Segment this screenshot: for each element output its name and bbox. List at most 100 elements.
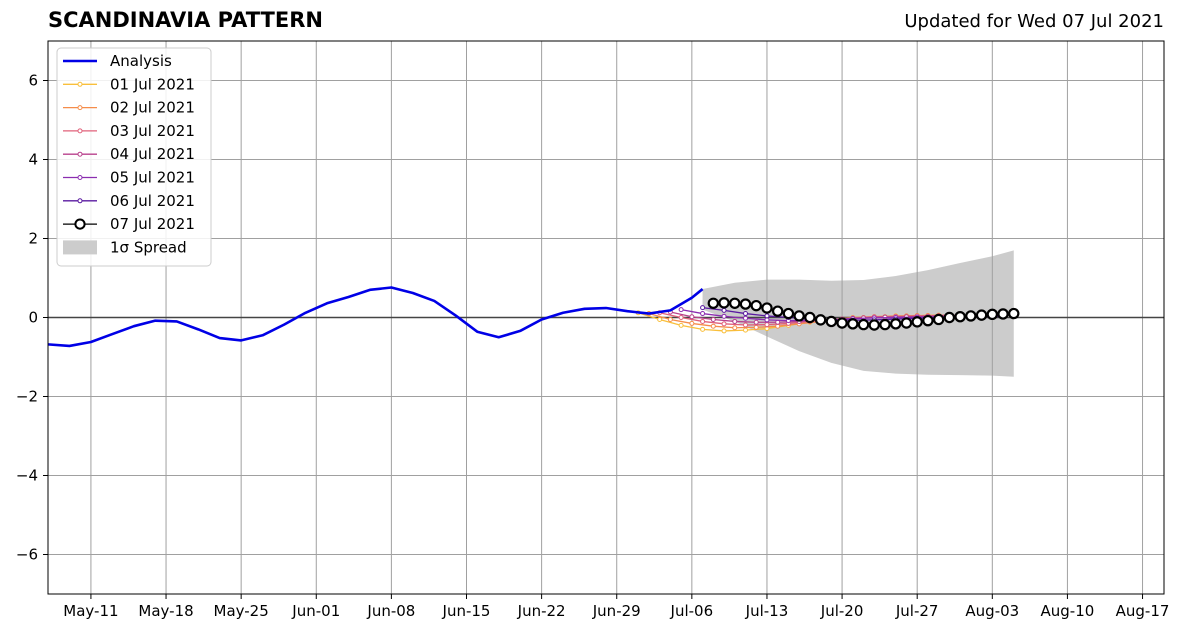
- legend-label: 1σ Spread: [110, 238, 187, 256]
- forecast-point: [975, 309, 988, 321]
- forecast-point: [700, 305, 706, 311]
- forecast-point: [911, 316, 923, 328]
- legend-marker: [77, 175, 83, 180]
- forecast-point: [678, 322, 684, 328]
- forecast-point: [997, 308, 1009, 320]
- x-tick-label: May-11: [63, 602, 118, 620]
- forecast-point: [771, 305, 784, 317]
- forecast-point: [700, 318, 706, 324]
- forecast-point: [721, 328, 727, 334]
- forecast-point: [793, 310, 805, 322]
- legend-marker: [77, 105, 83, 111]
- forecast-point: [965, 310, 977, 322]
- forecast-point: [689, 314, 695, 320]
- forecast-point: [890, 318, 902, 330]
- forecast-point: [753, 319, 759, 325]
- forecast-point: [729, 297, 741, 309]
- forecast-point: [707, 297, 720, 309]
- forecast-point: [710, 323, 716, 329]
- x-tick-label: Aug-10: [1041, 602, 1095, 620]
- legend-marker: [77, 151, 83, 157]
- forecast-point: [764, 322, 770, 328]
- chart-subtitle: Updated for Wed 07 Jul 2021: [904, 11, 1164, 32]
- x-tick-label: Jun-01: [291, 602, 340, 620]
- forecast-point: [814, 314, 827, 326]
- forecast-point: [804, 311, 816, 324]
- forecast-point: [721, 307, 727, 313]
- forecast-point: [743, 315, 748, 321]
- forecast-point: [732, 318, 738, 324]
- forecast-point: [986, 308, 999, 321]
- forecast-point: [721, 321, 727, 327]
- forecast-point: [1008, 307, 1020, 320]
- legend-marker: [74, 218, 86, 230]
- x-tick-label: Jun-15: [442, 602, 491, 620]
- forecast-point: [743, 322, 748, 328]
- y-tick-label: 0: [28, 309, 38, 327]
- legend-box: [56, 47, 212, 267]
- legend-label: 06 Jul 2021: [110, 192, 195, 210]
- x-tick-label: Jul-20: [820, 602, 864, 620]
- x-tick-label: Aug-03: [965, 602, 1019, 620]
- legend-label: Analysis: [110, 52, 172, 70]
- forecast-point: [922, 314, 934, 327]
- forecast-point: [857, 318, 870, 331]
- spread-band: [702, 250, 1014, 377]
- y-tick-label: −4: [16, 467, 38, 485]
- x-tick-label: Jun-08: [366, 602, 415, 620]
- y-tick-label: 2: [28, 230, 38, 248]
- forecast-point: [825, 315, 838, 328]
- forecast-point: [718, 297, 730, 309]
- forecast-point: [732, 325, 738, 331]
- legend-label: 05 Jul 2021: [110, 169, 195, 187]
- legend-label: 07 Jul 2021: [110, 215, 195, 233]
- legend-marker: [77, 81, 83, 87]
- forecast-point: [764, 317, 770, 323]
- forecast-point: [764, 313, 770, 319]
- x-tick-label: Jun-22: [517, 602, 566, 620]
- forecast-point: [847, 318, 859, 330]
- y-tick-label: −6: [16, 546, 38, 564]
- legend-marker: [77, 128, 83, 134]
- analysis-line: [47, 286, 704, 348]
- y-tick-label: 4: [28, 151, 38, 169]
- y-tick-label: −2: [16, 388, 38, 406]
- legend-label: 03 Jul 2021: [110, 122, 195, 140]
- forecast-point: [743, 327, 748, 333]
- forecast-point: [657, 316, 663, 322]
- forecast-point: [782, 307, 795, 320]
- forecast-point: [721, 313, 727, 319]
- forecast-point: [710, 316, 716, 322]
- forecast-point: [678, 307, 684, 313]
- legend-marker: [77, 198, 83, 204]
- legend-label: 04 Jul 2021: [110, 145, 195, 163]
- plot-frame: [47, 40, 1165, 595]
- forecast-point: [943, 311, 956, 324]
- forecast-point: [761, 302, 773, 314]
- y-tick-label: 6: [28, 72, 38, 90]
- chart-title: SCANDINAVIA PATTERN: [48, 8, 323, 32]
- forecast-point: [689, 320, 695, 326]
- x-tick-label: Aug-17: [1116, 602, 1170, 620]
- legend-label: 02 Jul 2021: [110, 99, 195, 117]
- forecast-point: [753, 324, 759, 330]
- x-tick-label: Jul-06: [670, 602, 714, 620]
- x-tick-label: Jun-29: [592, 602, 641, 620]
- x-tick-label: May-18: [138, 602, 193, 620]
- forecast-point: [700, 311, 706, 317]
- legend-label: 01 Jul 2021: [110, 75, 195, 93]
- forecast-point: [932, 313, 945, 326]
- forecast-point: [700, 326, 706, 332]
- x-tick-label: May-25: [214, 602, 269, 620]
- forecast-point: [667, 316, 673, 322]
- forecast-point: [678, 315, 684, 320]
- forecast-point: [868, 319, 880, 331]
- x-tick-label: Jul-13: [745, 602, 789, 620]
- forecast-point: [739, 298, 752, 310]
- forecast-point: [954, 311, 966, 323]
- forecast-point: [743, 311, 748, 317]
- legend-swatch: [63, 240, 97, 255]
- forecast-point: [836, 317, 848, 329]
- forecast-point: [900, 317, 913, 329]
